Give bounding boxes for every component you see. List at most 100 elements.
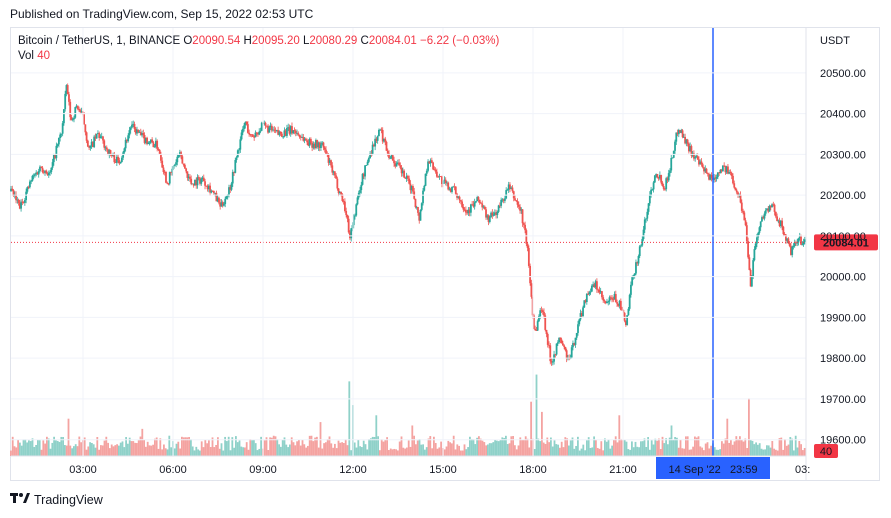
candle-body [670, 157, 673, 171]
candle-body [396, 162, 399, 164]
volume-bar [249, 439, 252, 456]
volume-bar [206, 443, 208, 456]
volume-bar [744, 438, 747, 456]
candle-body [540, 310, 543, 312]
volume-bar [319, 422, 322, 456]
candle-body [136, 129, 138, 134]
candle-body [191, 183, 194, 185]
candle-body [178, 152, 181, 156]
candle-body [349, 232, 351, 239]
candle-body [12, 190, 15, 196]
volume-bar [188, 437, 190, 456]
candle-body [371, 144, 374, 154]
volume-bar [638, 447, 640, 456]
candle-body [89, 145, 92, 148]
candle-body [401, 170, 404, 174]
candle-body [30, 180, 33, 182]
volume-bar [132, 441, 135, 456]
volume-bar [330, 443, 333, 456]
candle-body [404, 177, 407, 179]
y-tick-label: 19800.00 [820, 353, 866, 365]
volume-bar [688, 449, 691, 456]
volume-bar [177, 441, 180, 456]
volume-bar [767, 445, 770, 456]
symbol-label[interactable]: Bitcoin / TetherUS, 1, BINANCE [18, 35, 181, 47]
candle-body [493, 212, 496, 215]
volume-bar [591, 447, 594, 456]
volume-bar [467, 447, 469, 456]
candle-body [708, 174, 710, 180]
volume-bar [618, 415, 621, 456]
volume-label[interactable]: Vol [18, 50, 34, 62]
candle-body [748, 257, 751, 270]
candle-body [723, 165, 726, 167]
candle-body [507, 184, 510, 190]
candle-body [312, 144, 315, 148]
candle-body [55, 145, 58, 159]
volume-bar [431, 448, 433, 456]
volume-bar [215, 444, 217, 456]
candle-body [410, 186, 413, 191]
candle-body [588, 292, 591, 295]
volume-bar [460, 450, 462, 456]
candle-body [331, 165, 334, 173]
volume-bar [679, 439, 682, 456]
candle-body [462, 206, 465, 210]
candle-body [481, 203, 484, 208]
candle-body [239, 139, 242, 150]
candle-body [475, 201, 477, 203]
candle-body [22, 202, 25, 203]
candle-layer [10, 83, 806, 366]
candle-body [212, 190, 215, 193]
y-tick-label: 19600.00 [820, 435, 866, 447]
candle-body [590, 285, 593, 292]
candle-body [495, 212, 497, 215]
tradingview-logo[interactable]: TradingView [10, 492, 103, 507]
candle-body [63, 109, 65, 124]
x-tick-label: 18:00 [519, 464, 547, 476]
volume-bar [463, 444, 466, 456]
candle-body [129, 127, 132, 131]
volume-bar [186, 437, 189, 456]
chart-frame[interactable] [10, 27, 880, 481]
candle-body [383, 138, 385, 142]
volume-bar [170, 447, 172, 456]
candle-body [220, 202, 223, 207]
volume-bar [550, 437, 552, 456]
candle-body [264, 122, 267, 126]
volume-bar [780, 437, 783, 456]
last-price-label: 20084.01 [823, 237, 869, 249]
candle-body [124, 139, 127, 149]
volume-bar [227, 436, 230, 456]
candle-body [71, 119, 74, 121]
candle-body [535, 330, 538, 332]
volume-bar [548, 442, 550, 456]
candle-body [147, 142, 150, 145]
volume-bar [233, 447, 235, 456]
candle-body [456, 193, 458, 198]
candle-body [451, 186, 453, 192]
candle-body [682, 136, 685, 138]
candle-body [488, 217, 491, 222]
candle-body [177, 155, 180, 157]
candle-body [272, 129, 274, 131]
volume-bar [127, 443, 129, 456]
volume-bar [497, 441, 500, 456]
candle-body [728, 172, 731, 174]
candle-body [458, 196, 461, 201]
volume-bar [64, 445, 66, 456]
candle-body [579, 313, 582, 320]
candle-body [316, 140, 319, 148]
candle-body [414, 198, 417, 208]
candle-body [60, 133, 63, 135]
candle-body [97, 133, 99, 134]
volume-bar [47, 438, 50, 456]
open-label: O [183, 35, 193, 47]
candle-body [483, 206, 486, 210]
candle-body [803, 239, 806, 243]
volume-bar [584, 450, 586, 456]
volume-bar [697, 436, 700, 456]
candle-body [113, 154, 116, 163]
volume-bar [229, 450, 232, 456]
